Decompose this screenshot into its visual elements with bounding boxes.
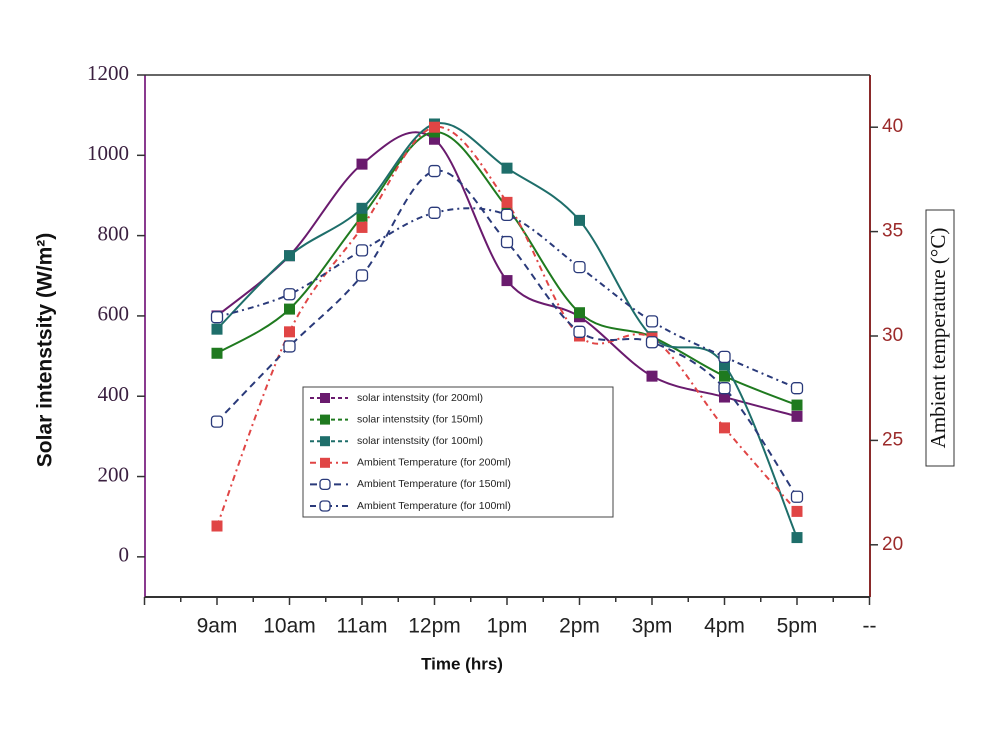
point [501, 275, 513, 287]
x-tick-label: 2pm [559, 615, 600, 638]
point [645, 315, 659, 328]
series-line [216, 207, 798, 390]
y2-tick-label: 35 [882, 221, 903, 242]
y-tick-label: 800 [98, 221, 130, 245]
legend-marker [319, 500, 331, 512]
x-tick-label: 11am [337, 615, 388, 638]
y2-tick-label: 30 [882, 325, 903, 346]
point [283, 288, 296, 301]
series-line [216, 131, 798, 418]
legend-marker [320, 457, 330, 468]
legend-label: Ambient Temperature (for 200ml) [357, 457, 511, 469]
point [501, 162, 513, 174]
legend-label: Ambient Temperature (for 100ml) [357, 500, 511, 512]
point [573, 325, 586, 338]
y-tick-label: 600 [98, 302, 130, 326]
point [500, 235, 514, 249]
x-tick-label: 9am [197, 615, 238, 638]
point [574, 307, 585, 319]
point [355, 244, 369, 257]
point [500, 208, 514, 222]
y-axis-label: Solar intenstsity (W/m²) [34, 233, 57, 468]
point [210, 415, 224, 428]
point [718, 382, 731, 395]
point [428, 164, 441, 178]
x-tick-label: 12pm [408, 615, 461, 638]
legend-label: solar intenstsity (for 100ml) [357, 435, 483, 447]
legend-marker [320, 393, 330, 403]
point [355, 269, 369, 282]
point [211, 347, 223, 359]
x-tick-label: 10am [263, 615, 316, 638]
point [211, 520, 223, 532]
y-tick-label: 1000 [87, 141, 129, 165]
y-tick-label: 400 [98, 382, 130, 406]
point [790, 490, 804, 503]
y2-label-box [925, 209, 955, 467]
point [501, 196, 513, 208]
point [719, 422, 730, 434]
legend-label: solar intenstsity (for 200ml) [357, 392, 483, 404]
y-tick-label: 1200 [87, 61, 129, 85]
y-tick-label: 0 [119, 543, 130, 567]
legend-box [302, 386, 614, 518]
point [356, 202, 368, 214]
point [356, 221, 368, 233]
point [790, 382, 804, 395]
x-tick-label: 3pm [632, 615, 673, 638]
point [429, 121, 440, 133]
point [211, 323, 223, 335]
point [646, 370, 658, 382]
point [429, 133, 440, 145]
point [284, 250, 295, 262]
legend-label: solar intenstsity (for 150ml) [357, 413, 483, 425]
point [283, 340, 296, 353]
point [791, 532, 803, 544]
y2-tick-label: 25 [882, 429, 903, 450]
x-axis-label: Time (hrs) [421, 654, 503, 673]
legend-marker [320, 414, 330, 425]
y2-axis-label: Ambient temperature (°C) [926, 228, 950, 449]
x-tick-label: 1pm [487, 615, 528, 638]
point [791, 410, 803, 422]
point [791, 505, 803, 517]
point [210, 311, 224, 324]
point [284, 303, 295, 315]
point [574, 214, 585, 226]
x-tick-label: -- [863, 615, 877, 638]
point [718, 350, 731, 364]
y-tick-label: 200 [98, 462, 130, 486]
point [719, 370, 730, 382]
point [428, 206, 441, 219]
point [356, 210, 368, 222]
point [719, 359, 730, 371]
point [719, 391, 730, 403]
point [284, 326, 295, 338]
point [573, 260, 586, 274]
legend-marker [320, 436, 330, 447]
series-line [216, 169, 798, 498]
legend-label: Ambient Temperature (for 150ml) [357, 478, 511, 490]
x-tick-label: 5pm [777, 615, 818, 638]
y2-tick-label: 40 [882, 116, 903, 137]
point [356, 158, 368, 170]
legend-marker [319, 478, 331, 491]
y2-tick-label: 20 [882, 534, 903, 555]
point [791, 399, 803, 411]
point [645, 336, 659, 349]
x-tick-label: 4pm [704, 615, 745, 638]
